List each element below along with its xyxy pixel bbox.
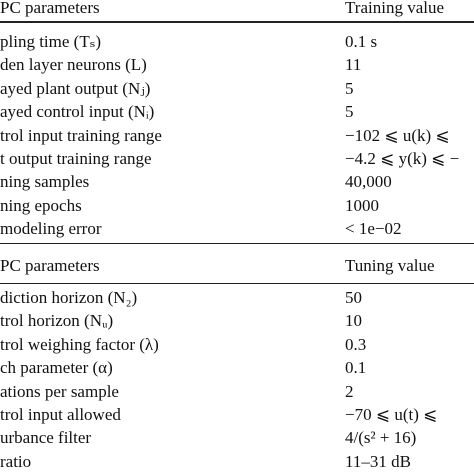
column-header: PC parameters	[0, 256, 100, 275]
value-cell: 50	[345, 288, 362, 307]
value-cell: 40,000	[345, 172, 392, 192]
value-cell: 0.3	[345, 334, 367, 354]
value-cell: 10	[345, 311, 362, 331]
value-cell: 11–31 dB	[345, 451, 411, 471]
value-cell: 4/(s² + 16)	[345, 428, 417, 448]
parameter-cell: t output training range	[0, 149, 152, 168]
parameter-cell: trol weighing factor (λ)	[0, 334, 159, 354]
parameter-cell: trol input allowed	[0, 405, 121, 424]
value-cell: −4.2 ⩽ y(k) ⩽ −	[345, 149, 460, 168]
column-header: Training value	[345, 0, 445, 17]
value-cell: 5	[345, 102, 354, 122]
rule	[0, 283, 474, 284]
value-cell: 0.1 s	[345, 32, 378, 51]
value-cell: 5	[345, 78, 354, 98]
parameter-cell: ch parameter (α)	[0, 358, 113, 378]
parameter-cell: ayed plant output (Nⱼ)	[0, 78, 151, 98]
rule	[0, 21, 474, 23]
parameter-cell: ayed control input (Nᵢ)	[0, 102, 155, 122]
value-cell: 11	[345, 55, 362, 75]
value-cell: 1000	[345, 195, 379, 215]
parameter-cell: ning epochs	[0, 195, 82, 215]
value-cell: −70 ⩽ u(t) ⩽	[345, 405, 438, 424]
value-cell: 0.1	[345, 358, 367, 378]
rule	[0, 243, 474, 244]
value-cell: −102 ⩽ u(k) ⩽	[345, 125, 450, 145]
column-header: PC parameters	[0, 0, 100, 17]
parameter-cell: den layer neurons (L)	[0, 55, 147, 75]
value-cell: < 1e−02	[345, 219, 402, 239]
parameter-cell: ning samples	[0, 172, 90, 192]
parameter-cell: ations per sample	[0, 381, 119, 401]
value-cell: 2	[345, 381, 354, 401]
parameter-cell: urbance filter	[0, 428, 92, 448]
parameter-cell: pling time (Tₛ)	[0, 32, 102, 51]
parameter-cell: ratio	[0, 451, 32, 471]
parameter-cell: trol input training range	[0, 125, 162, 145]
column-header: Tuning value	[345, 256, 435, 275]
parameter-cell: trol horizon (Nᵤ)	[0, 311, 114, 331]
parameter-cell: modeling error	[0, 219, 102, 239]
parameter-cell: diction horizon (N₂)	[0, 288, 138, 307]
